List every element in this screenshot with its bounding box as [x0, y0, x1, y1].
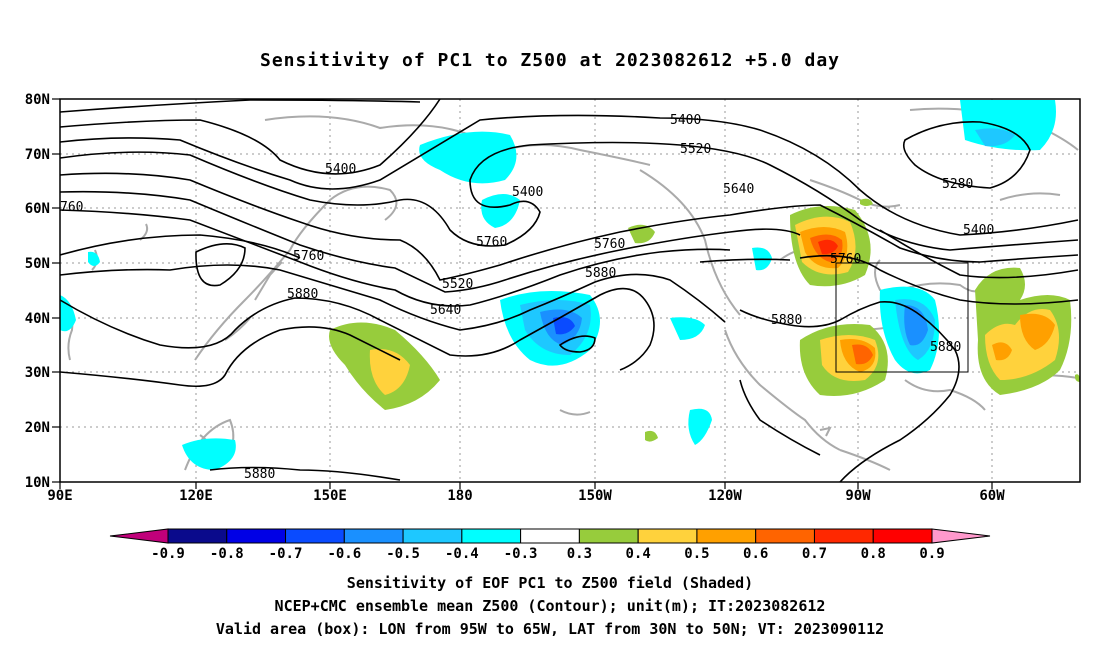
- colorbar-swatch: [461, 528, 522, 544]
- colorbar-swatch: [226, 528, 287, 544]
- lon-label: 150E: [313, 488, 347, 504]
- lat-label: 80N: [25, 92, 50, 108]
- colorbar-swatch: [343, 528, 404, 544]
- map-frame: [59, 98, 1081, 483]
- colorbar-label: 0.9: [919, 546, 944, 562]
- longitude-labels: 90E 120E 150E 180 150W 120W 90W 60W: [47, 488, 1005, 504]
- colorbar-label: -0.6: [327, 546, 361, 562]
- contour-label: 5400: [512, 185, 543, 200]
- contour-label: 5880: [585, 266, 616, 281]
- contour-label: 5880: [771, 313, 802, 328]
- lon-label: 150W: [578, 488, 612, 504]
- contour-label: 5640: [723, 182, 754, 197]
- colorbar-label: 0.7: [802, 546, 827, 562]
- contour-label: 5280: [942, 177, 973, 192]
- colorbar-label: -0.7: [269, 546, 303, 562]
- caption-line-3: Valid area (box): LON from 95W to 65W, L…: [215, 620, 885, 638]
- contour-label: 5520: [680, 142, 711, 157]
- colorbar-swatch: [402, 528, 463, 544]
- contour-label: 5760: [476, 235, 507, 250]
- colorbar-label: 0.4: [626, 546, 651, 562]
- lat-label: 70N: [25, 147, 50, 163]
- contour-label: 760: [60, 200, 83, 215]
- contour-labels: 5400 5520 5640 5280 5400 5400 5760 5760 …: [60, 113, 994, 482]
- lon-label: 180: [447, 488, 472, 504]
- lat-label: 20N: [25, 420, 50, 436]
- contour-label: 5880: [287, 287, 318, 302]
- lat-label: 10N: [25, 475, 50, 491]
- colorbar-swatch: [872, 528, 933, 544]
- colorbar-max-arrow: [931, 528, 991, 544]
- contour-label: 5760: [293, 249, 324, 264]
- lon-label: 90E: [47, 488, 72, 504]
- contour-label: 5400: [325, 162, 356, 177]
- lon-label: 60W: [979, 488, 1005, 504]
- colorbar-label: -0.5: [386, 546, 420, 562]
- colorbar-label: -0.8: [210, 546, 244, 562]
- colorbar-swatch: [637, 528, 698, 544]
- contour-label: 5640: [430, 303, 461, 318]
- colorbar-label: 0.3: [567, 546, 592, 562]
- caption-line-1: Sensitivity of EOF PC1 to Z500 field (Sh…: [346, 574, 754, 592]
- colorbar-label: -0.4: [445, 546, 479, 562]
- colorbar-swatch: [813, 528, 874, 544]
- colorbar-swatch: [696, 528, 757, 544]
- lon-label: 120E: [179, 488, 213, 504]
- caption-line-2: NCEP+CMC ensemble mean Z500 (Contour); u…: [274, 597, 826, 615]
- contour-label: 5520: [442, 277, 473, 292]
- negative-sensitivity-areas: [60, 100, 1056, 470]
- lon-label: 90W: [845, 488, 871, 504]
- axis-ticks: [52, 98, 993, 489]
- lon-label: 120W: [708, 488, 742, 504]
- lat-label: 50N: [25, 256, 50, 272]
- colorbar-legend: -0.9 -0.8 -0.7 -0.6 -0.5 -0.4 -0.3 0.3 0.4 0.5 0.6…: [109, 528, 991, 562]
- colorbar-label: 0.8: [861, 546, 886, 562]
- lat-label: 30N: [25, 365, 50, 381]
- colorbar-label: 0.5: [684, 546, 709, 562]
- map-title: Sensitivity of PC1 to Z500 at 2023082612…: [259, 50, 840, 71]
- contour-label: 5400: [963, 223, 994, 238]
- colorbar-swatch: [755, 528, 815, 544]
- lat-label: 40N: [25, 311, 50, 327]
- contour-label: 5760: [594, 237, 625, 252]
- positive-sensitivity-areas: [329, 198, 1080, 442]
- colorbar-swatch: [578, 528, 639, 544]
- contour-label: 5760: [830, 252, 861, 267]
- colorbar-min-arrow: [109, 528, 169, 544]
- colorbar-label: 0.6: [743, 546, 768, 562]
- colorbar-label: -0.9: [151, 546, 185, 562]
- colorbar-swatch: [520, 528, 580, 544]
- colorbar-swatch: [167, 528, 228, 544]
- valid-area-box: [835, 262, 969, 373]
- contour-label: 5880: [244, 467, 275, 482]
- colorbar-swatch: [285, 528, 345, 544]
- latitude-labels: 80N 70N 60N 50N 40N 30N 20N 10N: [25, 92, 50, 491]
- colorbar-label: -0.3: [504, 546, 538, 562]
- lat-label: 60N: [25, 201, 50, 217]
- contour-label: 5400: [670, 113, 701, 128]
- contour-label: 5880: [930, 340, 961, 355]
- z500-contours: [60, 99, 1079, 482]
